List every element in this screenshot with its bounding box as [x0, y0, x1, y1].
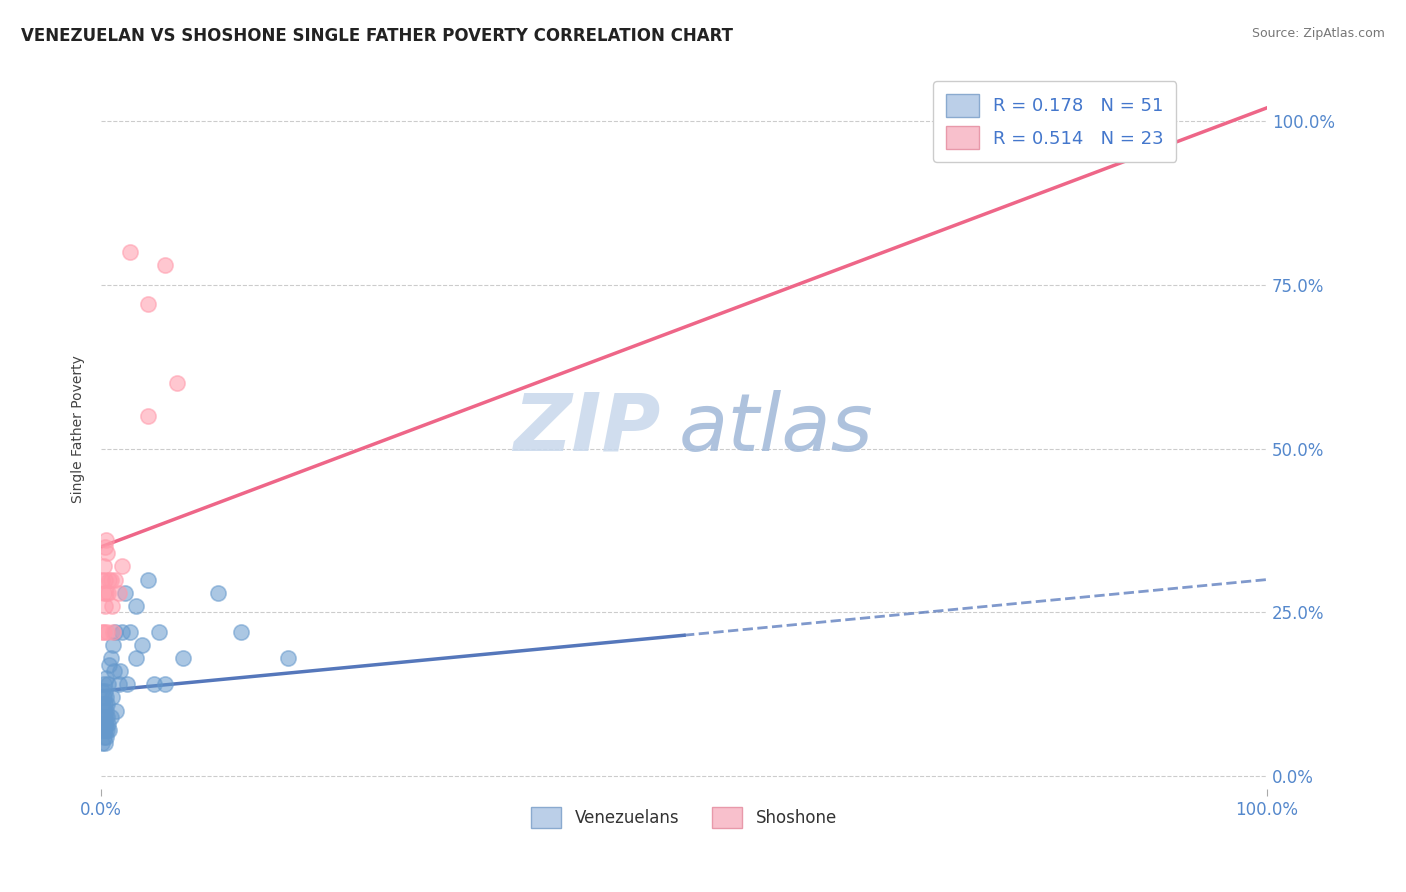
- Point: [101, 624, 124, 639]
- Point: [125, 651, 148, 665]
- Point: [93, 599, 115, 613]
- Y-axis label: Single Father Poverty: Single Father Poverty: [72, 355, 86, 503]
- Point: [111, 559, 134, 574]
- Text: Source: ZipAtlas.com: Source: ZipAtlas.com: [1251, 27, 1385, 40]
- Point: [120, 624, 142, 639]
- Point: [91, 697, 114, 711]
- Point: [172, 651, 194, 665]
- Point: [100, 573, 122, 587]
- Point: [148, 624, 170, 639]
- Point: [93, 716, 115, 731]
- Point: [155, 677, 177, 691]
- Point: [100, 690, 122, 705]
- Point: [111, 624, 134, 639]
- Point: [115, 677, 138, 691]
- Point: [91, 736, 114, 750]
- Point: [93, 624, 115, 639]
- Point: [155, 258, 177, 272]
- Point: [101, 638, 124, 652]
- Point: [136, 573, 159, 587]
- Point: [98, 723, 121, 738]
- Point: [96, 546, 118, 560]
- Point: [91, 684, 114, 698]
- Point: [94, 704, 117, 718]
- Point: [97, 716, 120, 731]
- Point: [100, 599, 122, 613]
- Point: [142, 677, 165, 691]
- Point: [166, 376, 188, 390]
- Point: [96, 710, 118, 724]
- Point: [94, 585, 117, 599]
- Point: [94, 690, 117, 705]
- Point: [93, 677, 115, 691]
- Point: [125, 599, 148, 613]
- Text: atlas: atlas: [678, 390, 873, 468]
- Point: [93, 540, 115, 554]
- Point: [91, 723, 114, 738]
- Point: [97, 585, 120, 599]
- Point: [105, 704, 128, 718]
- Point: [103, 665, 125, 679]
- Point: [100, 710, 122, 724]
- Point: [93, 723, 115, 738]
- Point: [277, 651, 299, 665]
- Text: ZIP: ZIP: [513, 390, 661, 468]
- Point: [93, 573, 115, 587]
- Point: [93, 730, 115, 744]
- Point: [107, 677, 129, 691]
- Point: [229, 624, 252, 639]
- Point: [136, 297, 159, 311]
- Point: [104, 624, 127, 639]
- Point: [98, 657, 121, 672]
- Point: [108, 665, 131, 679]
- Point: [100, 651, 122, 665]
- Point: [91, 710, 114, 724]
- Point: [104, 573, 127, 587]
- Point: [98, 573, 121, 587]
- Point: [207, 585, 229, 599]
- Point: [120, 244, 142, 259]
- Text: VENEZUELAN VS SHOSHONE SINGLE FATHER POVERTY CORRELATION CHART: VENEZUELAN VS SHOSHONE SINGLE FATHER POV…: [21, 27, 733, 45]
- Point: [93, 585, 115, 599]
- Point: [97, 677, 120, 691]
- Point: [96, 697, 118, 711]
- Point: [94, 730, 117, 744]
- Point: [94, 671, 117, 685]
- Point: [96, 624, 118, 639]
- Point: [93, 697, 115, 711]
- Point: [93, 704, 115, 718]
- Point: [131, 638, 153, 652]
- Point: [93, 690, 115, 705]
- Point: [107, 585, 129, 599]
- Point: [93, 736, 115, 750]
- Point: [91, 624, 114, 639]
- Point: [91, 573, 114, 587]
- Legend: Venezuelans, Shoshone: Venezuelans, Shoshone: [524, 800, 844, 835]
- Point: [93, 684, 115, 698]
- Point: [94, 716, 117, 731]
- Point: [93, 710, 115, 724]
- Point: [94, 533, 117, 548]
- Point: [96, 723, 118, 738]
- Point: [93, 559, 115, 574]
- Point: [114, 585, 136, 599]
- Point: [136, 409, 159, 423]
